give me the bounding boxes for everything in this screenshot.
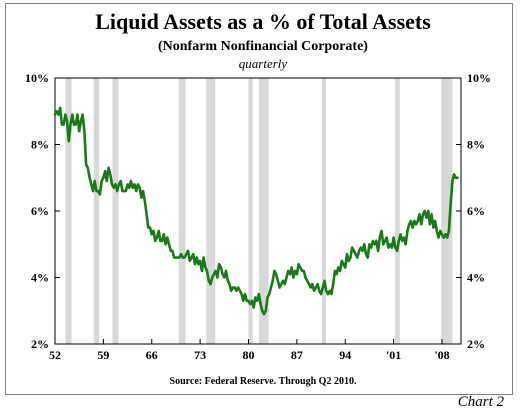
recession-band <box>258 78 269 344</box>
x-tick-label: 94 <box>339 348 351 362</box>
recession-band <box>206 78 216 344</box>
series-line <box>53 106 459 316</box>
y-tick-label-right: 4% <box>467 271 485 285</box>
y-axis-left-labels: 2% 4% 6% 8% 10% <box>25 71 49 351</box>
recession-band <box>112 78 119 344</box>
y-tick-label-left: 4% <box>31 271 49 285</box>
source-note: Source: Federal Reserve. Through Q2 2010… <box>170 376 357 387</box>
recession-band <box>65 78 72 344</box>
chart-subtitle: (Nonfarm Nonfinancial Corporate) <box>158 39 368 54</box>
recession-bands <box>65 78 453 344</box>
recession-band <box>395 78 400 344</box>
y-tick-label-right: 6% <box>467 204 485 218</box>
recession-band <box>248 78 253 344</box>
recession-band <box>441 78 453 344</box>
x-tick-label: '01 <box>386 348 401 362</box>
x-tick-label: 73 <box>194 348 206 362</box>
y-tick-label-right: 8% <box>467 138 485 152</box>
y-tick-label-right: 10% <box>467 71 491 85</box>
x-tick-label: 66 <box>146 348 158 362</box>
y-axis-right-labels: 2% 4% 6% 8% 10% <box>467 71 491 351</box>
recession-band <box>178 78 186 344</box>
chart-number-badge: Chart 2 <box>458 394 505 410</box>
x-tick-label: 87 <box>291 348 303 362</box>
series-layer <box>53 106 459 316</box>
chart-title: Liquid Assets as a % of Total Assets <box>95 9 431 34</box>
axis-ticks <box>54 77 461 345</box>
y-tick-label-left: 6% <box>31 204 49 218</box>
x-tick-label: 80 <box>242 348 254 362</box>
y-tick-label-left: 10% <box>25 71 49 85</box>
y-tick-label-left: 8% <box>31 138 49 152</box>
y-tick-label-right: 2% <box>467 337 485 351</box>
x-axis-labels: 52 59 66 73 80 87 94 '01 '08 <box>49 348 450 362</box>
x-tick-label: '08 <box>434 348 449 362</box>
recession-band <box>321 78 326 344</box>
x-tick-label: 52 <box>49 348 61 362</box>
y-tick-label-left: 2% <box>31 337 49 351</box>
x-tick-label: 59 <box>97 348 109 362</box>
chart-frequency-label: quarterly <box>239 56 288 71</box>
recession-band <box>93 78 100 344</box>
